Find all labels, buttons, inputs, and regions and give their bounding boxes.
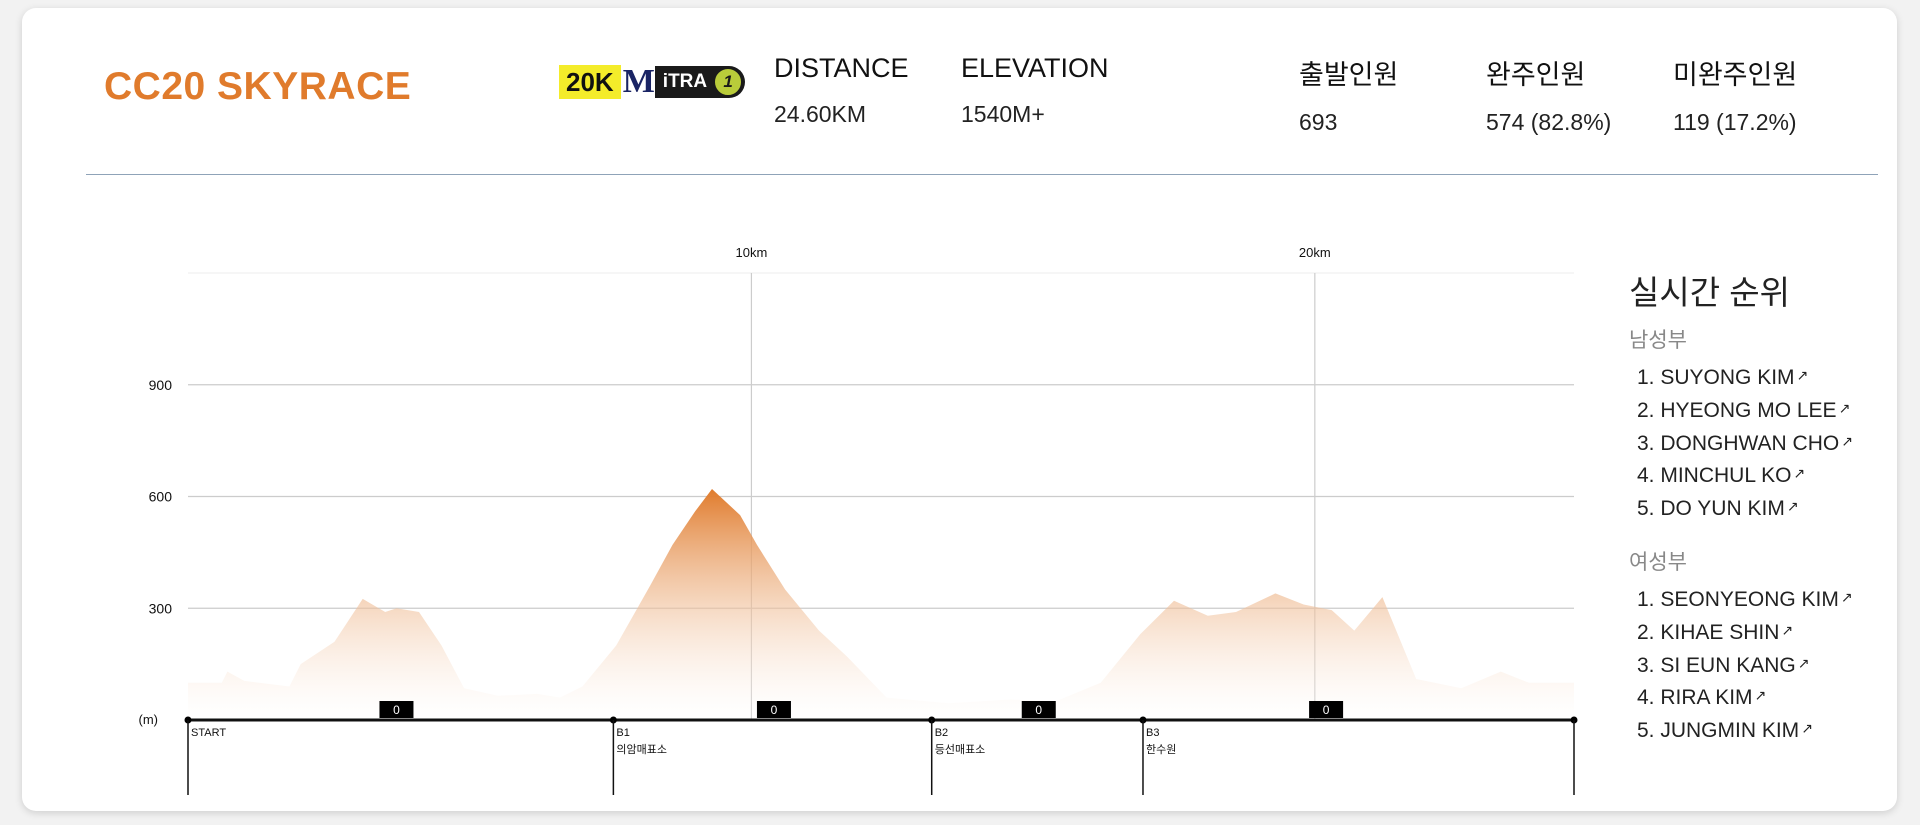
aid-marker-count: 0	[771, 703, 778, 717]
stat-value: 119 (17.2%)	[1673, 109, 1797, 135]
runner-link[interactable]: 2. KIHAE SHIN ↗	[1629, 617, 1853, 650]
stat-finishers: 완주인원 574 (82.8%)	[1486, 53, 1611, 136]
runner-name: 2. KIHAE SHIN	[1637, 620, 1780, 644]
stat-value: 1540M+	[961, 101, 1045, 127]
arrow-up-right-icon: ↗	[1840, 588, 1853, 605]
runner-link[interactable]: 2. HYEONG MO LEE ↗	[1629, 395, 1853, 428]
y-tick-label: 300	[149, 600, 173, 616]
stat-starters: 출발인원 693	[1299, 53, 1398, 136]
aid-marker-box	[379, 701, 414, 718]
aid-marker-box	[756, 701, 791, 718]
runner-link[interactable]: 3. SI EUN KANG ↗	[1629, 650, 1853, 683]
runner-link[interactable]: 5. JUNGMIN KIM ↗	[1629, 715, 1853, 748]
race-summary-card: CC20 SKYRACE 20K M iTRA 1 DISTANCE 24.60…	[22, 8, 1897, 811]
stat-label: ELEVATION	[961, 53, 1109, 83]
runner-link[interactable]: 1. SEONYEONG KIM ↗	[1629, 584, 1853, 617]
distance-badge: 20K	[559, 65, 621, 99]
y-tick-label: 900	[149, 377, 173, 393]
runner-name: 4. MINCHUL KO	[1637, 464, 1792, 488]
itra-points: 1	[713, 67, 744, 97]
group-title-men: 남성부	[1629, 329, 1687, 352]
race-badge: 20K M iTRA 1	[559, 63, 746, 100]
stat-distance: DISTANCE 24.60KM	[774, 53, 909, 128]
arrow-up-right-icon: ↗	[1838, 399, 1851, 416]
x-tick-label: 20km	[1299, 245, 1331, 260]
aid-marker-count: 0	[1323, 703, 1330, 717]
aid-marker-box	[1309, 701, 1344, 718]
stat-label: DISTANCE	[774, 53, 909, 83]
ranking-list-men: 1. SUYONG KIM ↗ 2. HYEONG MO LEE ↗ 3. DONG…	[1629, 362, 1853, 526]
runner-name: 4. RIRA KIM	[1637, 686, 1753, 710]
aid-marker-box	[1021, 701, 1056, 718]
runner-link[interactable]: 3. DONGHWAN CHO ↗	[1629, 428, 1853, 461]
stat-label: 완주인원	[1486, 60, 1586, 90]
checkpoint-code: START	[191, 727, 226, 739]
runner-link[interactable]: 4. RIRA KIM ↗	[1629, 682, 1853, 715]
y-tick-label: 600	[149, 489, 173, 505]
arrow-up-right-icon: ↗	[1841, 432, 1853, 449]
runner-name: 1. SUYONG KIM	[1637, 366, 1795, 389]
checkpoint-name: 의암매표소	[616, 743, 667, 756]
itra-text: iTRA	[662, 71, 708, 92]
arrow-up-right-icon: ↗	[1786, 498, 1799, 515]
checkpoint-code: B2	[935, 727, 948, 739]
group-title-women: 여성부	[1629, 550, 1687, 574]
runner-name: 3. DONGHWAN CHO	[1637, 431, 1840, 455]
ranking-title: 실시간 순위	[1629, 274, 1790, 311]
checkpoint-name: 한수원	[1146, 743, 1176, 756]
aid-marker-count: 0	[393, 703, 400, 717]
arrow-up-right-icon: ↗	[1796, 367, 1809, 383]
arrow-up-right-icon: ↗	[1801, 720, 1813, 737]
runner-name: 2. HYEONG MO LEE	[1637, 398, 1837, 422]
stat-elevation: ELEVATION 1540M+	[961, 53, 1109, 128]
checkpoint-code: B1	[616, 727, 629, 739]
aid-marker-count: 0	[1035, 703, 1042, 717]
runner-name: 5. DO YUN KIM	[1637, 497, 1785, 521]
header-divider	[86, 174, 1878, 175]
checkpoint-code: B3	[1146, 727, 1159, 739]
checkpoint-name: 등선매표소	[935, 743, 986, 756]
stat-label: 출발인원	[1299, 60, 1399, 90]
x-tick-label: 10km	[736, 245, 768, 260]
stat-label: 미완주인원	[1673, 60, 1798, 90]
stat-value: 574 (82.8%)	[1486, 109, 1612, 135]
stat-dnf: 미완주인원 119 (17.2%)	[1673, 53, 1797, 136]
race-title: CC20 SKYRACE	[104, 65, 412, 108]
runner-name: 1. SEONYEONG KIM	[1637, 587, 1839, 611]
elevation-profile-chart: 300 600 900 10km 20km (m) 0 0 0 0 START B1 의암매표소 B2 등선…	[139, 245, 1578, 795]
ranking-list-women: 1. SEONYEONG KIM ↗ 2. KIHAE SHIN ↗ 3. SI E…	[1629, 584, 1853, 748]
elevation-area	[188, 489, 1574, 720]
itra-badge: iTRA 1	[654, 66, 746, 98]
arrow-up-right-icon: ↗	[1754, 687, 1767, 704]
runner-link[interactable]: 1. SUYONG KIM ↗	[1629, 362, 1853, 395]
runner-name: 3. SI EUN KANG	[1637, 653, 1796, 677]
arrow-up-right-icon: ↗	[1793, 465, 1806, 482]
stat-value: 693	[1299, 109, 1338, 135]
runner-name: 5. JUNGMIN KIM	[1637, 719, 1800, 743]
arrow-up-right-icon: ↗	[1781, 621, 1794, 638]
arrow-up-right-icon: ↗	[1797, 654, 1810, 671]
itra-logo-icon: M	[622, 63, 655, 100]
runner-link[interactable]: 5. DO YUN KIM ↗	[1629, 493, 1853, 526]
unit-label: (m)	[139, 712, 159, 727]
live-ranking: 실시간 순위 남성부 1. SUYONG KIM ↗ 2. HYEONG MO L…	[1629, 266, 1853, 768]
stat-value: 24.60KM	[774, 101, 867, 127]
runner-link[interactable]: 4. MINCHUL KO ↗	[1629, 460, 1853, 493]
